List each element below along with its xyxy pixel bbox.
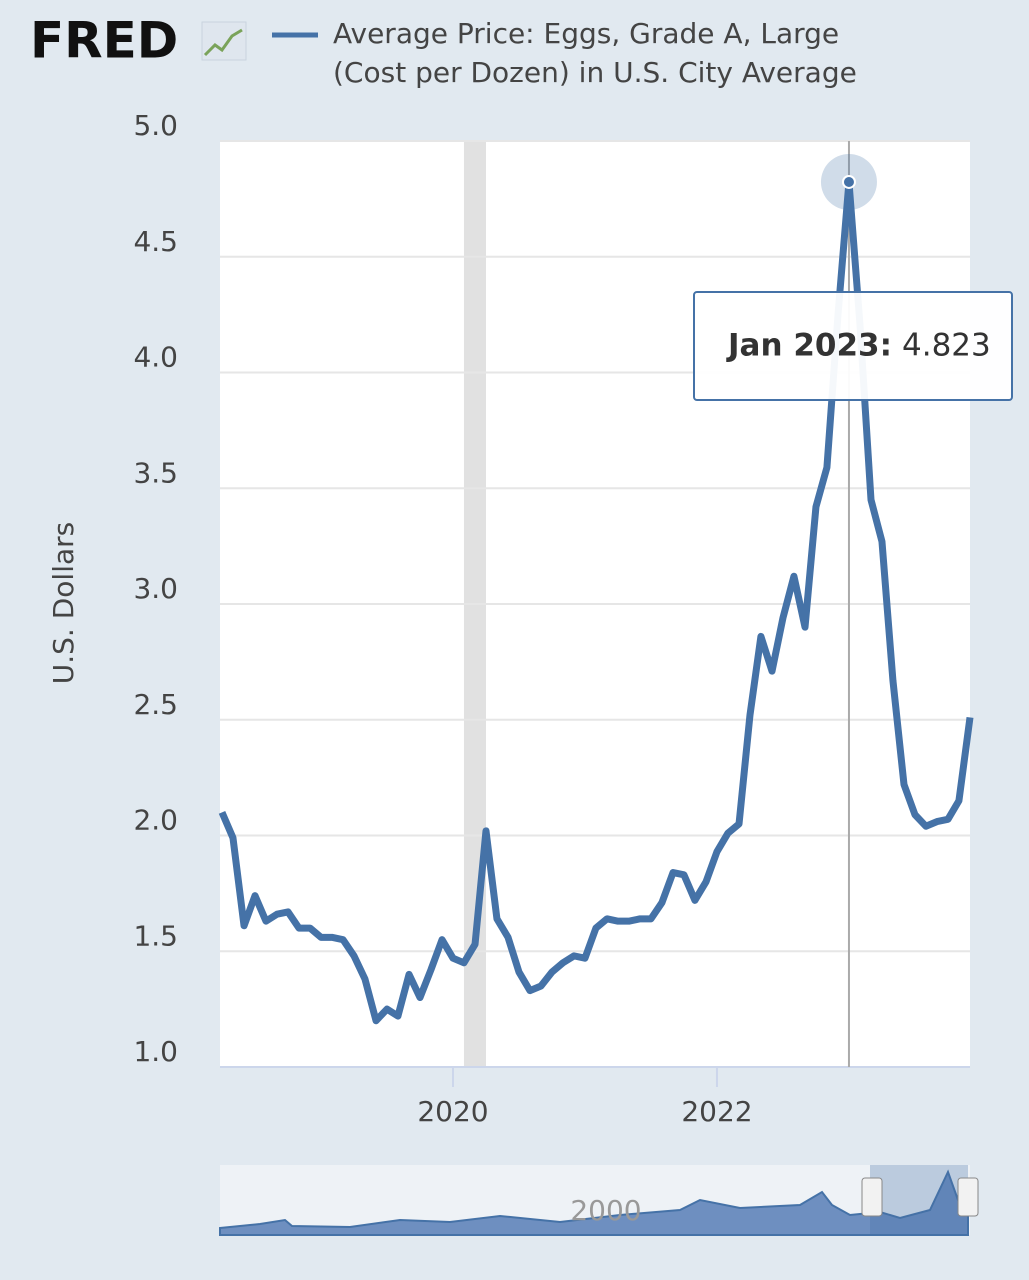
y-tick-label: 1.5 <box>133 919 178 952</box>
tooltip: Jan 2023: 4.823 <box>693 291 1013 401</box>
logo-icon <box>201 21 247 61</box>
y-tick-label: 2.5 <box>133 688 178 721</box>
hover-point <box>841 174 856 189</box>
logo-icon-line <box>203 28 243 57</box>
y-tick-label: 3.5 <box>133 456 178 489</box>
x-tick-label: 2022 <box>681 1095 752 1128</box>
y-tick-label: 4.5 <box>133 225 178 258</box>
tooltip-label: Jan 2023: <box>726 328 892 364</box>
y-tick-label: 5.0 <box>133 109 178 142</box>
logo: FRED <box>30 12 178 70</box>
series-line <box>218 178 974 1025</box>
y-tick-label: 3.0 <box>133 572 178 605</box>
x-tick-label: 2020 <box>417 1095 488 1128</box>
navigator-handle[interactable] <box>861 1177 883 1217</box>
y-tick-label: 2.0 <box>133 804 178 837</box>
navigator-selection[interactable] <box>870 1165 968 1235</box>
navigator-handle[interactable] <box>957 1177 979 1217</box>
navigator-series <box>219 1169 969 1236</box>
y-axis-title: U.S. Dollars <box>47 522 80 684</box>
y-tick-label: 4.0 <box>133 341 178 374</box>
navigator-label: 2000 <box>570 1194 641 1227</box>
tooltip-box <box>693 291 1013 401</box>
tooltip-value: 4.823 <box>902 328 991 364</box>
legend-label: Average Price: Eggs, Grade A, Large (Cos… <box>333 17 857 89</box>
y-tick-label: 1.0 <box>133 1035 178 1068</box>
